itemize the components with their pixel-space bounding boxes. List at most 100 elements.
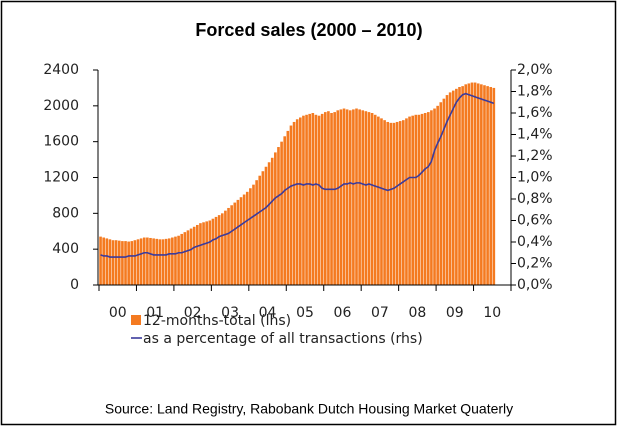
bar bbox=[220, 213, 224, 285]
bar bbox=[239, 197, 243, 285]
bar bbox=[305, 114, 308, 286]
chart-title: Forced sales (2000 – 2010) bbox=[195, 20, 422, 40]
bar bbox=[245, 191, 249, 285]
bar bbox=[139, 238, 143, 285]
bar bbox=[383, 120, 386, 286]
bar bbox=[124, 241, 127, 285]
x-tick-label: 00 bbox=[109, 305, 127, 321]
bar bbox=[317, 115, 321, 285]
bar bbox=[274, 152, 277, 285]
x-tick-label: 06 bbox=[334, 305, 352, 321]
bar bbox=[283, 136, 287, 285]
bar bbox=[149, 237, 152, 285]
bar bbox=[433, 108, 436, 285]
bar bbox=[448, 92, 452, 285]
bar bbox=[483, 85, 486, 286]
y-tick-label: 400 bbox=[52, 241, 79, 257]
bar bbox=[414, 114, 418, 286]
x-tick-label: 09 bbox=[446, 305, 464, 321]
bar bbox=[408, 116, 411, 285]
bar bbox=[480, 84, 483, 285]
bar bbox=[242, 194, 246, 285]
bar bbox=[146, 237, 149, 285]
bar bbox=[258, 175, 262, 285]
bar bbox=[292, 121, 296, 285]
bar bbox=[261, 171, 265, 285]
bar bbox=[370, 113, 374, 285]
bar bbox=[458, 87, 461, 285]
x-tick-label: 08 bbox=[408, 305, 426, 321]
bar bbox=[395, 121, 399, 285]
bar bbox=[323, 112, 327, 286]
bar bbox=[105, 238, 109, 285]
bar bbox=[127, 241, 130, 285]
bar bbox=[121, 241, 124, 285]
bar bbox=[339, 109, 343, 286]
line bbox=[100, 92, 495, 258]
bar bbox=[183, 232, 187, 285]
bar bbox=[236, 199, 240, 285]
bar bbox=[252, 184, 255, 285]
bar bbox=[336, 110, 340, 285]
bar bbox=[270, 157, 274, 285]
bar bbox=[364, 111, 368, 285]
bar bbox=[142, 237, 146, 285]
bar bbox=[186, 230, 190, 285]
bar bbox=[130, 241, 134, 285]
y2-tick-label: 1,0% bbox=[517, 170, 553, 186]
bar bbox=[171, 237, 174, 285]
y-tick-label: 2000 bbox=[43, 98, 79, 114]
bar bbox=[389, 122, 393, 286]
y2-tick-label: 1,6% bbox=[517, 105, 553, 121]
bar bbox=[158, 239, 162, 285]
y-tick-label: 0 bbox=[70, 277, 79, 293]
bar bbox=[476, 83, 480, 285]
bar bbox=[99, 236, 102, 285]
bar bbox=[205, 221, 208, 285]
bar bbox=[189, 228, 193, 285]
bar bbox=[161, 239, 165, 285]
y2-tick-label: 2,0% bbox=[517, 62, 553, 78]
bar bbox=[295, 119, 299, 285]
bar bbox=[345, 109, 349, 286]
bar bbox=[473, 82, 477, 286]
x-tick-label: 07 bbox=[371, 305, 389, 321]
bar bbox=[386, 121, 390, 285]
bar bbox=[308, 113, 311, 285]
y2-tick-label: 1,4% bbox=[517, 127, 553, 143]
bar bbox=[348, 110, 352, 285]
y2-tick-label: 0,4% bbox=[517, 234, 553, 250]
bar bbox=[102, 237, 105, 285]
bar bbox=[355, 108, 358, 285]
bar bbox=[280, 141, 283, 285]
bar bbox=[192, 226, 196, 285]
legend-label: as a percentage of all transactions (rhs… bbox=[143, 331, 423, 347]
bar bbox=[330, 113, 333, 285]
bar bbox=[180, 233, 184, 285]
y2-tick-label: 1,8% bbox=[517, 84, 553, 100]
bar bbox=[430, 110, 433, 285]
bar bbox=[411, 115, 414, 285]
bar bbox=[398, 121, 402, 285]
x-tick-label: 02 bbox=[184, 305, 202, 321]
bar bbox=[111, 240, 115, 285]
bar bbox=[420, 113, 424, 285]
bar bbox=[492, 87, 496, 286]
bar bbox=[167, 238, 171, 285]
bar bbox=[373, 114, 377, 286]
bar bbox=[286, 130, 290, 285]
bar bbox=[249, 188, 252, 285]
bar bbox=[136, 239, 140, 285]
bar bbox=[423, 113, 427, 285]
bar bbox=[289, 125, 293, 286]
bar bbox=[426, 112, 430, 286]
bar bbox=[255, 180, 258, 285]
source-note: Source: Land Registry, Rabobank Dutch Ho… bbox=[105, 401, 513, 417]
bar bbox=[133, 240, 137, 285]
y2-tick-label: 0,2% bbox=[517, 256, 553, 272]
bar bbox=[405, 118, 408, 285]
bar bbox=[467, 83, 471, 285]
bar bbox=[230, 205, 233, 285]
y-tick-label: 1600 bbox=[43, 134, 79, 150]
bar bbox=[402, 120, 405, 286]
